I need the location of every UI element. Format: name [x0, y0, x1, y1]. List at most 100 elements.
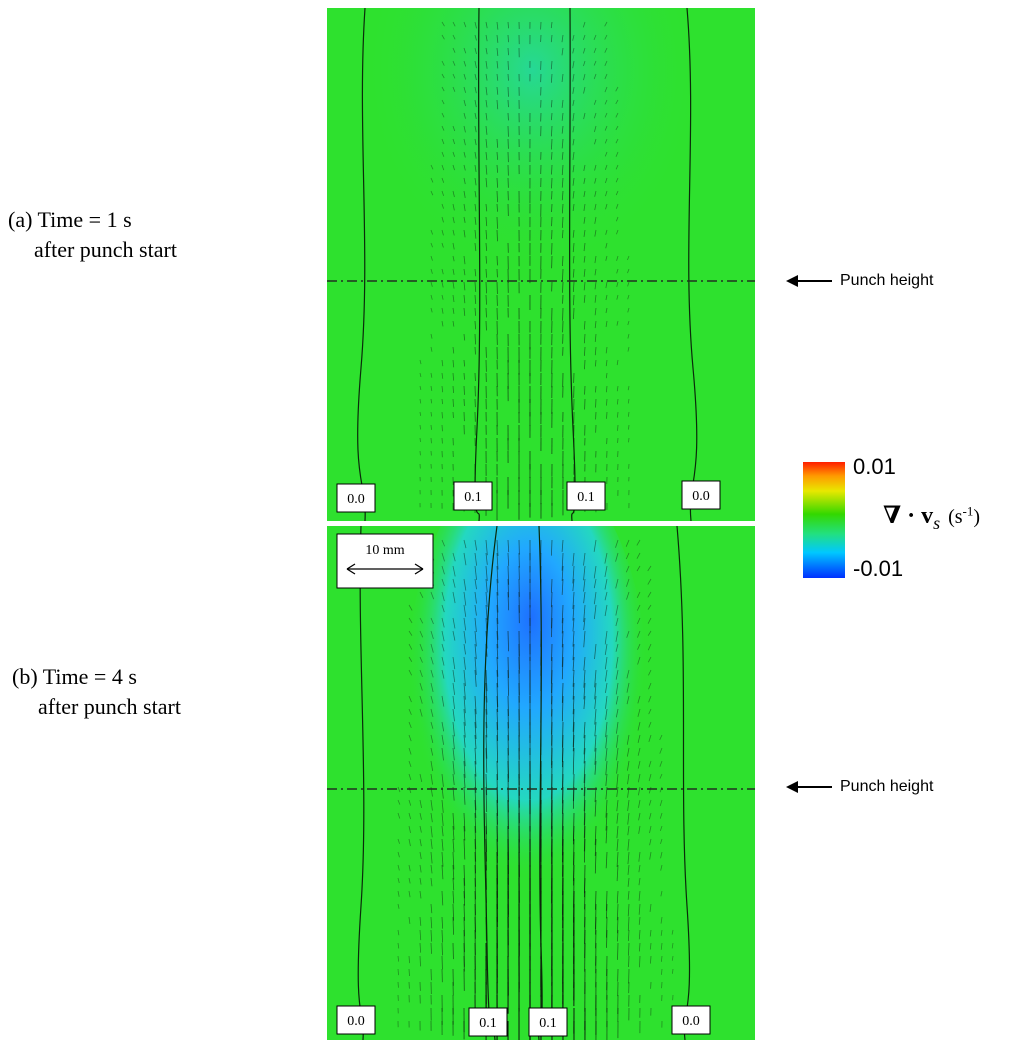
field-panel-b: 10 mm 0.0 0.1 0.1 0.0 [327, 526, 755, 1040]
velocity-vector [474, 268, 477, 277]
velocity-vector [452, 682, 456, 696]
velocity-vector [636, 617, 641, 625]
velocity-vector [647, 643, 652, 651]
velocity-vector [496, 229, 498, 242]
velocity-vector [430, 643, 434, 653]
velocity-vector [605, 294, 608, 301]
velocity-vector [485, 734, 488, 759]
velocity-vector [616, 747, 619, 761]
velocity-vector [627, 916, 630, 931]
velocity-vector [463, 47, 467, 54]
velocity-vector [474, 591, 477, 604]
velocity-vector [485, 86, 488, 96]
velocity-vector [441, 552, 445, 562]
velocity-vector [594, 229, 597, 237]
velocity-vector [430, 864, 433, 874]
velocity-vector [616, 359, 619, 366]
velocity-vector [572, 591, 575, 610]
velocity-vector [496, 86, 499, 95]
svg-text:0.1: 0.1 [464, 490, 482, 505]
contour-label-box: 0.1 [453, 481, 493, 511]
velocity-vector [551, 125, 553, 137]
velocity-vector [441, 372, 444, 379]
velocity-vector [616, 734, 619, 748]
velocity-vector [485, 164, 488, 175]
velocity-vector [485, 565, 488, 581]
velocity-vector [604, 552, 608, 564]
velocity-vector [419, 942, 422, 953]
velocity-vector [452, 773, 455, 786]
velocity-vector [616, 799, 619, 812]
velocity-vector [452, 60, 456, 66]
velocity-vector [496, 565, 499, 584]
velocity-vector [593, 604, 597, 619]
velocity-vector [496, 760, 498, 780]
velocity-vector [627, 877, 630, 887]
velocity-vector [474, 99, 477, 108]
velocity-vector [496, 138, 499, 148]
velocity-vector [441, 643, 445, 652]
velocity-vector [605, 708, 608, 720]
velocity-vector [572, 112, 575, 122]
velocity-vector [561, 177, 564, 188]
velocity-vector [616, 916, 619, 934]
unit-suffix: ) [973, 506, 981, 528]
velocity-vector [594, 268, 597, 276]
velocity-vector [604, 565, 608, 578]
velocity-vector [496, 99, 499, 110]
velocity-vector [572, 786, 575, 809]
velocity-vector [474, 47, 477, 55]
velocity-vector [430, 747, 434, 756]
velocity-vector [605, 851, 608, 869]
velocity-vector [594, 281, 597, 290]
velocity-vector [582, 34, 586, 41]
velocity-vector [474, 565, 477, 580]
velocity-vector [615, 125, 619, 131]
velocity-vector [627, 812, 630, 825]
velocity-vector [583, 294, 586, 303]
velocity-vector [474, 112, 477, 120]
velocity-vector [419, 877, 422, 885]
velocity-vector [637, 656, 641, 665]
velocity-vector [430, 734, 434, 744]
velocity-vector [648, 734, 652, 743]
velocity-vector [583, 630, 586, 648]
velocity-vector [430, 411, 433, 417]
velocity-vector [485, 747, 488, 773]
velocity-vector [408, 747, 412, 755]
velocity-vector [594, 669, 597, 688]
velocity-vector [615, 190, 619, 196]
velocity-vector [627, 851, 630, 865]
velocity-vector [572, 630, 575, 647]
velocity-vector [659, 825, 663, 831]
velocity-vector [627, 825, 630, 836]
punch-height-text: Punch height [840, 272, 934, 289]
velocity-vector [485, 255, 488, 264]
velocity-vector [604, 73, 608, 80]
velocity-vector [561, 47, 564, 56]
velocity-vector [616, 903, 619, 921]
velocity-vector [496, 73, 499, 81]
velocity-vector [572, 656, 575, 671]
contour-label-box: 0.1 [468, 1007, 508, 1037]
velocity-vector [474, 604, 477, 616]
velocity-vector [572, 747, 575, 775]
velocity-vector [550, 99, 553, 108]
velocity-vector [583, 617, 586, 631]
velocity-vector [561, 151, 564, 160]
velocity-vector [615, 164, 619, 170]
velocity-vector [419, 385, 422, 390]
velocity-vector [485, 773, 488, 796]
velocity-vector [441, 591, 445, 602]
velocity-vector [661, 968, 663, 975]
velocity-vector [496, 604, 499, 625]
velocity-vector [463, 617, 467, 631]
velocity-vector [474, 721, 477, 740]
velocity-vector [463, 73, 467, 80]
velocity-vector [408, 864, 411, 872]
velocity-vector [583, 86, 586, 94]
velocity-vector [594, 760, 597, 775]
velocity-vector [604, 656, 608, 670]
velocity-vector [441, 916, 444, 929]
velocity-vector [474, 307, 477, 316]
